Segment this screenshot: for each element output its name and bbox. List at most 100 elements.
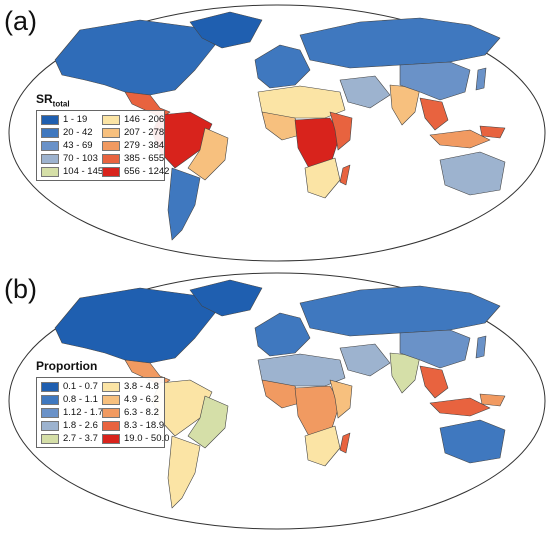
legend-label: 0.8 - 1.1 [63,394,98,406]
legend-item: 0.8 - 1.1 [41,394,99,405]
legend-item: 207 - 278 [102,127,164,138]
legend-label: 656 - 1242 [124,166,170,178]
legend-item: 146 - 206 [102,114,164,125]
region-europe [254,44,311,89]
legend-swatch [41,153,59,164]
region-southern-africa [304,425,341,467]
legend-b: Proportion 0.1 - 0.7 3.8 - 4.8 0.8 - 1.1 4.… [36,359,169,449]
region-china [399,61,471,101]
region-southeast-asia [419,97,449,131]
region-north-america [54,287,216,364]
region-brazil-east [187,395,229,449]
legend-item: 4.9 - 6.2 [102,394,160,405]
region-greenland [189,279,263,317]
legend-label: 1.12 - 1.7 [63,407,104,419]
region-middle-east [339,343,391,377]
legend-title-main: Proportion [36,359,98,373]
legend-item: 279 - 384 [102,140,164,151]
legend-label: 8.3 - 18.9 [124,420,165,432]
legend-swatch [41,140,59,151]
legend-swatch [41,166,59,177]
region-south-america-south [167,167,201,241]
panel-b: (b) Proportion 0.1 - 0.7 3.8 - 4.8 0.8 - 1… [0,268,550,536]
legend-a: SRtotal 1 - 19 146 - 206 20 - 42 207 - 278 4… [36,92,169,182]
legend-label: 70 - 103 [63,153,98,165]
legend-label: 385 - 655 [124,153,165,165]
legend-box-a: 1 - 19 146 - 206 20 - 42 207 - 278 43 - 69 27… [36,110,169,182]
legend-swatch [102,381,120,392]
legend-item: 8.3 - 18.9 [102,420,164,431]
legend-swatch [102,420,120,431]
legend-item: 104 - 145 [41,166,103,177]
legend-label: 19.0 - 50.0 [124,433,170,445]
region-china [399,329,471,369]
legend-item: 656 - 1242 [102,166,169,177]
region-russia [299,285,501,337]
legend-swatch [102,140,120,151]
legend-label: 1.8 - 2.6 [63,420,98,432]
region-europe [254,312,311,357]
legend-item: 20 - 42 [41,127,99,138]
legend-label: 104 - 145 [63,166,104,178]
region-east-africa [329,379,353,419]
legend-label: 2.7 - 3.7 [63,433,98,445]
legend-item: 3.8 - 4.8 [102,381,160,392]
legend-label: 3.8 - 4.8 [124,381,159,393]
region-west-africa [261,379,301,409]
legend-swatch [41,394,59,405]
legend-item: 70 - 103 [41,153,99,164]
legend-box-b: 0.1 - 0.7 3.8 - 4.8 0.8 - 1.1 4.9 - 6.2 1.12… [36,377,169,449]
legend-label: 146 - 206 [124,114,165,126]
legend-item: 43 - 69 [41,140,99,151]
legend-label: 4.9 - 6.2 [124,394,159,406]
legend-item: 1.8 - 2.6 [41,420,99,431]
legend-label: 279 - 384 [124,140,165,152]
panel-label-a: (a) [4,6,37,36]
world-map-a [8,4,546,262]
legend-label: 6.3 - 8.2 [124,407,159,419]
region-australia [439,151,506,196]
region-madagascar [339,432,351,454]
legend-swatch [41,127,59,138]
legend-title-b: Proportion [36,359,165,375]
legend-item: 6.3 - 8.2 [102,407,160,418]
region-japan [475,335,487,359]
legend-swatch [102,127,120,138]
legend-swatch [102,407,120,418]
world-map-b [8,272,546,530]
region-southern-africa [304,157,341,199]
legend-item: 1 - 19 [41,114,99,125]
legend-swatch [102,114,120,125]
legend-title-a: SRtotal [36,92,165,108]
legend-label: 207 - 278 [124,127,165,139]
region-southeast-asia [419,365,449,399]
legend-label: 20 - 42 [63,127,93,139]
legend-label: 0.1 - 0.7 [63,381,98,393]
legend-swatch [41,433,59,444]
legend-item: 0.1 - 0.7 [41,381,99,392]
legend-item: 385 - 655 [102,153,164,164]
legend-swatch [41,114,59,125]
legend-swatch [41,381,59,392]
legend-item: 2.7 - 3.7 [41,433,99,444]
legend-swatch [102,394,120,405]
region-madagascar [339,164,351,186]
region-north-america [54,19,216,96]
region-brazil-east [187,127,229,181]
legend-swatch [102,153,120,164]
legend-swatch [102,433,120,444]
region-australia [439,419,506,464]
region-middle-east [339,75,391,109]
legend-title-sub: total [52,99,70,109]
legend-label: 43 - 69 [63,140,93,152]
legend-item: 1.12 - 1.7 [41,407,103,418]
legend-label: 1 - 19 [63,114,88,126]
region-new-guinea [479,393,506,407]
legend-swatch [41,420,59,431]
region-east-africa [329,111,353,151]
legend-item: 19.0 - 50.0 [102,433,169,444]
panel-label-b: (b) [4,274,37,304]
region-indonesia [429,129,491,149]
legend-swatch [41,407,59,418]
legend-title-main: SR [36,92,53,106]
